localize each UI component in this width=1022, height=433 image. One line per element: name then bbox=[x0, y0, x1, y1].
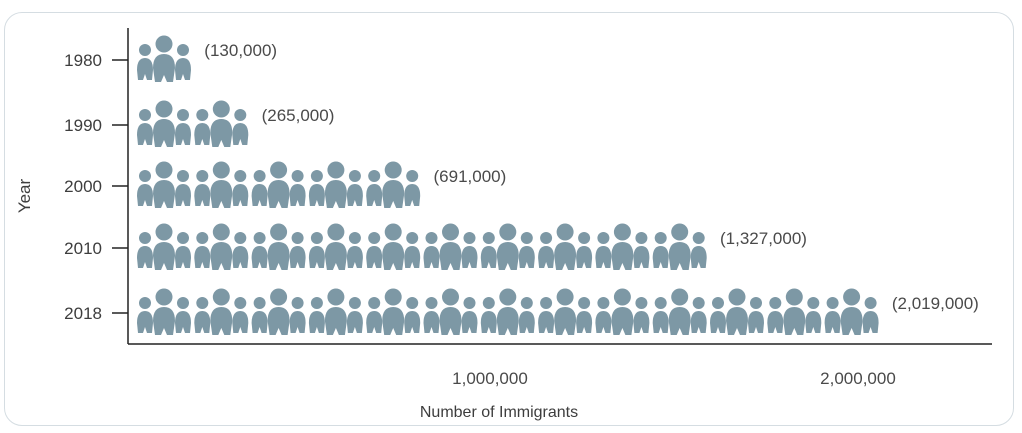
value-label: (265,000) bbox=[262, 106, 335, 125]
y-tick-label: 1980 bbox=[64, 51, 102, 70]
y-tick-label: 2010 bbox=[64, 239, 102, 258]
chart-card bbox=[4, 12, 1014, 426]
people-icon bbox=[308, 288, 363, 335]
people-icon bbox=[251, 161, 306, 208]
y-axis-label: Year bbox=[15, 178, 34, 213]
people-icon bbox=[137, 161, 191, 208]
people-icon bbox=[366, 223, 421, 270]
people-icon bbox=[538, 223, 593, 270]
x-tick-label: 1,000,000 bbox=[452, 369, 528, 388]
people-icon bbox=[137, 288, 191, 335]
people-icon bbox=[824, 288, 879, 335]
people-icon bbox=[308, 161, 363, 208]
people-icon bbox=[652, 288, 707, 335]
people-icon bbox=[595, 288, 650, 335]
people-icon bbox=[480, 288, 535, 335]
people-icon bbox=[194, 100, 249, 147]
people-icon bbox=[423, 223, 478, 270]
people-icon bbox=[308, 223, 363, 270]
people-icon bbox=[710, 288, 764, 335]
people-icon bbox=[652, 223, 707, 270]
people-icon bbox=[194, 223, 249, 270]
people-icon bbox=[137, 100, 191, 147]
y-tick-label: 2000 bbox=[64, 177, 102, 196]
value-label: (2,019,000) bbox=[892, 294, 979, 313]
people-icon bbox=[137, 35, 191, 82]
x-tick-label: 2,000,000 bbox=[820, 369, 896, 388]
people-icon bbox=[194, 161, 249, 208]
people-icon bbox=[595, 223, 650, 270]
people-icon bbox=[767, 288, 822, 335]
x-axis-label: Number of Immigrants bbox=[420, 404, 578, 421]
people-icon bbox=[480, 223, 535, 270]
value-label: (130,000) bbox=[204, 41, 277, 60]
y-tick-label: 2018 bbox=[64, 304, 102, 323]
people-icon bbox=[366, 161, 421, 208]
people-icon bbox=[194, 288, 249, 335]
people-icon bbox=[251, 288, 306, 335]
value-label: (1,327,000) bbox=[720, 229, 807, 248]
y-tick-label: 1990 bbox=[64, 116, 102, 135]
people-icon bbox=[137, 223, 191, 270]
people-icon bbox=[538, 288, 593, 335]
people-icon bbox=[366, 288, 421, 335]
value-label: (691,000) bbox=[434, 167, 507, 186]
people-icon bbox=[423, 288, 478, 335]
people-icon bbox=[251, 223, 306, 270]
